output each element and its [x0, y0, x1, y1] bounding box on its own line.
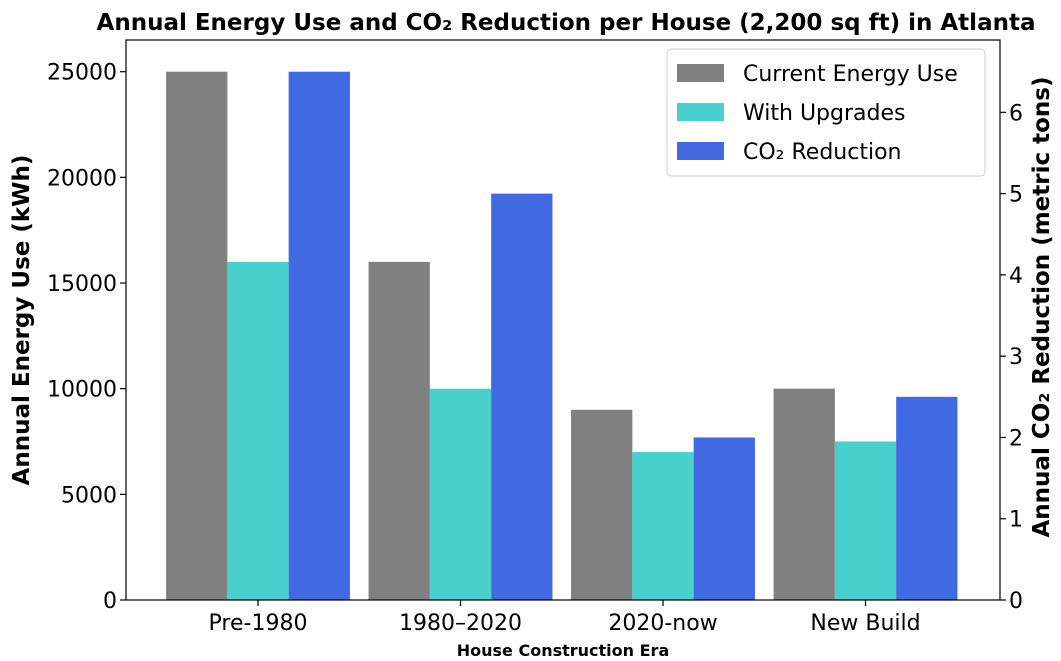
legend-swatch-co-reduction	[677, 142, 724, 160]
x-axis: Pre-1980 1980–2020 2020-now New Build	[209, 600, 921, 636]
right-axis-title: Annual CO₂ Reduction (metric tons)	[1029, 77, 1055, 538]
bar-current-energy-use-2	[571, 409, 633, 600]
right-tick-label: 4	[1009, 264, 1023, 289]
right-tick-label: 3	[1009, 345, 1023, 370]
bar-current-energy-use-0	[166, 71, 228, 600]
legend-label: Current Energy Use	[743, 62, 958, 87]
bars	[166, 71, 958, 600]
bar-current-energy-use-3	[773, 388, 835, 600]
bar-with-upgrades-3	[834, 441, 897, 600]
bar-co-reduction-0	[288, 71, 350, 600]
bar-current-energy-use-1	[368, 261, 430, 600]
right-tick-label: 6	[1009, 101, 1023, 126]
x-axis-title: House Construction Era	[457, 641, 669, 660]
chart-title: Annual Energy Use and CO₂ Reduction per …	[97, 10, 1036, 36]
legend-label: With Upgrades	[743, 101, 905, 126]
left-tick-label: 25000	[47, 61, 117, 86]
left-tick-label: 15000	[47, 272, 117, 297]
x-tick-label: Pre-1980	[209, 611, 308, 636]
left-tick-label: 0	[103, 589, 117, 614]
right-tick-label: 1	[1009, 508, 1023, 533]
bar-co-reduction-2	[693, 437, 755, 600]
left-tick-label: 20000	[47, 166, 117, 191]
legend-swatch-current-energy-use	[677, 64, 724, 82]
right-axis: 0 1 2 3 4 5 6	[1000, 101, 1023, 614]
bar-with-upgrades-2	[632, 452, 694, 600]
bar-co-reduction-3	[896, 396, 958, 600]
x-tick-label: 1980–2020	[399, 611, 522, 636]
left-tick-label: 10000	[47, 378, 117, 403]
y-axis-title: Annual Energy Use (kWh)	[9, 155, 35, 486]
legend-label: CO₂ Reduction	[743, 140, 901, 165]
legend-box	[666, 48, 986, 177]
plot-frame	[125, 39, 1001, 601]
right-tick-label: 5	[1009, 183, 1023, 208]
left-tick-label: 5000	[61, 483, 117, 508]
left-axis: 0 5000 10000 15000 20000 25000	[47, 61, 126, 614]
x-tick-label: New Build	[810, 611, 920, 636]
bar-co-reduction-1	[491, 193, 553, 600]
bar-with-upgrades-1	[429, 388, 492, 600]
right-tick-label: 2	[1009, 426, 1023, 451]
legend: Current Energy Use With Upgrades CO₂ Reduc…	[666, 48, 986, 177]
right-tick-label: 0	[1009, 589, 1023, 614]
legend-swatch-with-upgrades	[677, 103, 724, 121]
x-tick-label: 2020-now	[608, 611, 717, 636]
bar-with-upgrades-0	[227, 261, 289, 600]
